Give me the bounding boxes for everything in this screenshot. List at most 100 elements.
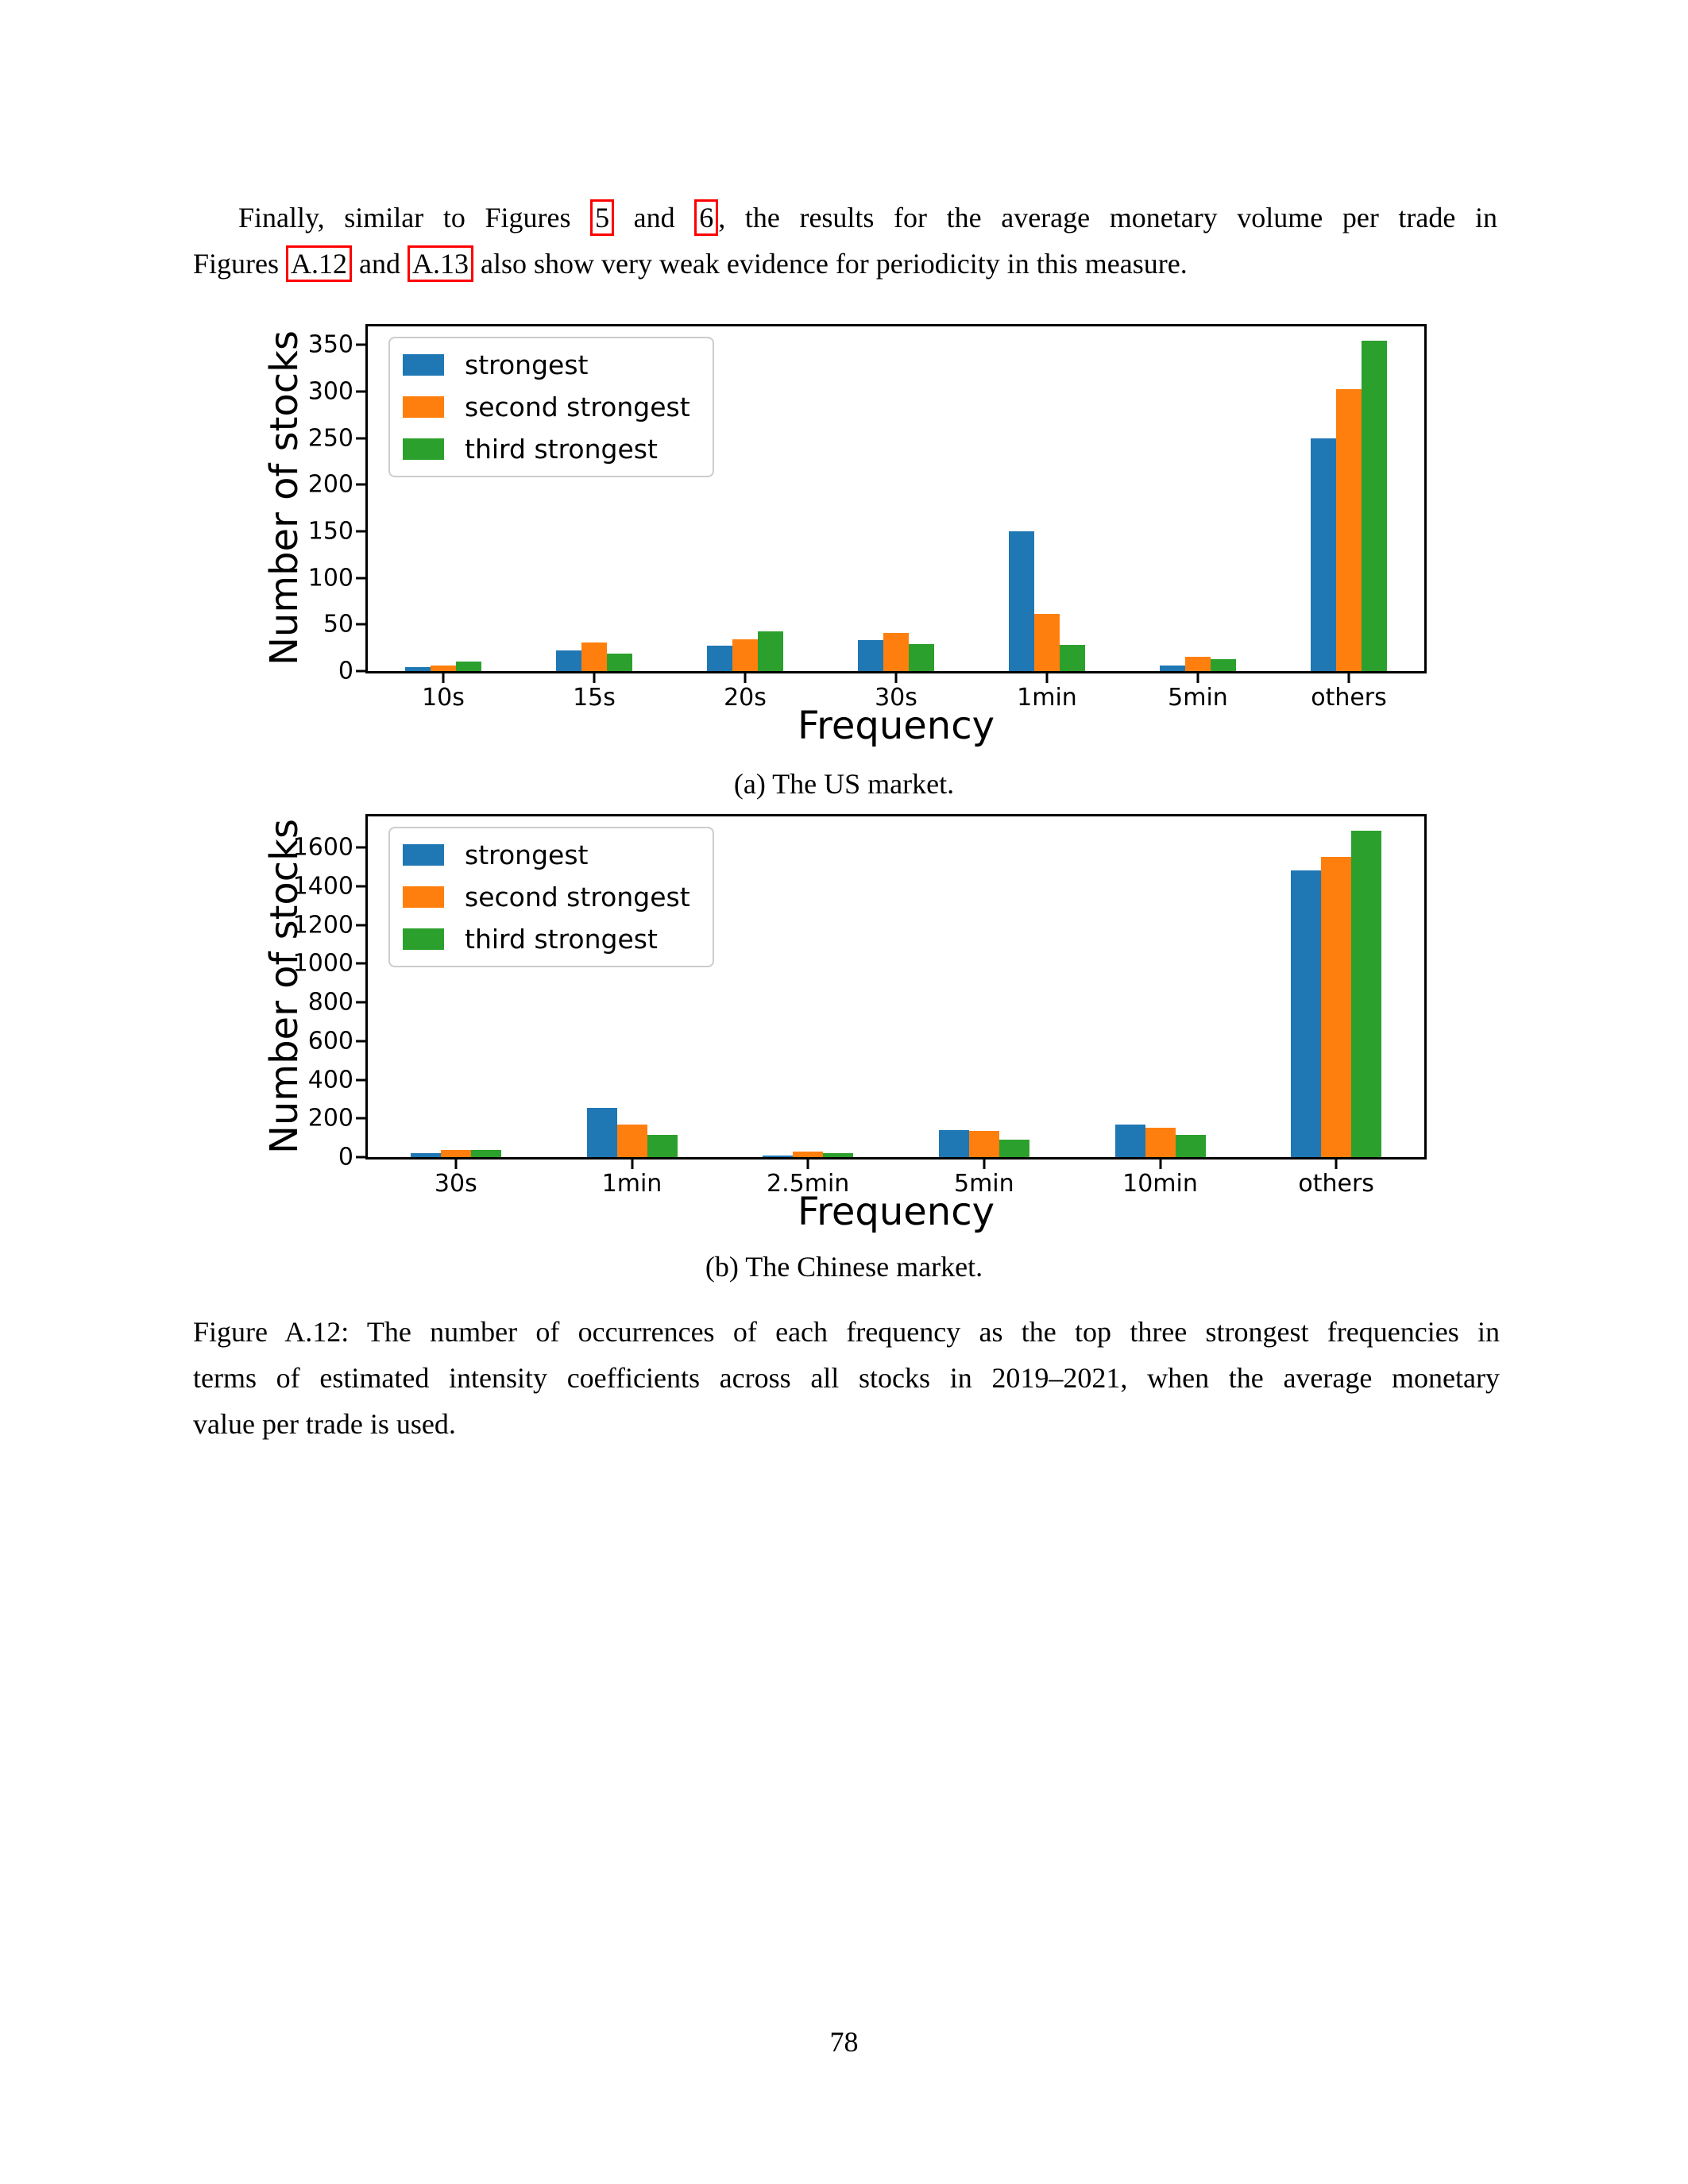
text-line: terms of estimated intensity coefficient…	[193, 1355, 1500, 1401]
legend-label: second strongest	[465, 392, 690, 423]
bar-chinese-market-1min-strongest	[586, 1107, 617, 1157]
y-tick-label: 300	[307, 377, 353, 406]
x-tick-mark	[1347, 673, 1350, 683]
y-axis-label-chinese: Number of stocks	[262, 819, 307, 1154]
x-tick-label: 20s	[724, 684, 767, 712]
y-tick-mark	[356, 577, 365, 580]
legend-label: strongest	[465, 839, 589, 870]
y-tick-mark	[356, 1117, 365, 1120]
bar-chinese-market-10min-strongest	[1114, 1124, 1145, 1157]
text-line: value per trade is used.	[193, 1401, 1500, 1447]
y-tick-label: 350	[307, 330, 353, 359]
bar-chinese-market-2.5min-second-strongest	[793, 1152, 824, 1157]
y-tick-label: 150	[307, 517, 353, 546]
y-tick-mark	[356, 483, 365, 486]
x-tick-mark	[983, 1160, 986, 1169]
x-tick-mark	[806, 1160, 809, 1169]
figure-ref-link-A.13[interactable]: A.13	[407, 245, 473, 282]
figure-ref-link-A.12[interactable]: A.12	[286, 245, 352, 282]
text-segment: value per trade is used.	[193, 1408, 456, 1440]
bar-us-market-1min-third-strongest	[1060, 645, 1085, 671]
y-tick-label: 200	[307, 470, 353, 499]
x-tick-mark	[1196, 673, 1199, 683]
x-axis-label-us: Frequency	[798, 704, 995, 748]
bar-chinese-market-others-third-strongest	[1351, 830, 1382, 1157]
x-tick-mark	[631, 1160, 633, 1169]
text-segment: terms of estimated intensity coefficient…	[193, 1362, 1500, 1394]
text-line: Figures A.12 and A.13 also show very wea…	[193, 241, 1497, 287]
figure-ref-link-5[interactable]: 5	[590, 199, 615, 236]
legend-swatch-third-strongest	[403, 928, 444, 950]
y-tick-mark	[356, 437, 365, 440]
text-segment: and	[614, 202, 695, 233]
bar-us-market-20s-third-strongest	[758, 631, 783, 671]
bar-us-market-30s-second-strongest	[883, 632, 909, 671]
bar-chinese-market-5min-third-strongest	[999, 1139, 1029, 1157]
x-tick-label: 1min	[1017, 684, 1077, 712]
bar-chinese-market-5min-second-strongest	[968, 1130, 999, 1157]
y-tick-mark	[356, 924, 365, 926]
legend-item: third strongest	[403, 924, 690, 955]
bar-chinese-market-2.5min-strongest	[763, 1155, 794, 1157]
bar-us-market-10s-third-strongest	[456, 662, 481, 671]
bar-chinese-market-30s-strongest	[410, 1153, 441, 1157]
x-tick-label: 15s	[573, 684, 616, 712]
bar-chinese-market-5min-strongest	[938, 1129, 969, 1157]
y-tick-mark	[356, 623, 365, 626]
legend-item: second strongest	[403, 882, 690, 913]
legend-swatch-strongest	[403, 844, 444, 866]
y-axis-label-us: Number of stocks	[262, 330, 307, 666]
bar-us-market-10s-second-strongest	[431, 665, 456, 671]
figure-ref-link-6[interactable]: 6	[694, 199, 719, 236]
bar-chinese-market-2.5min-third-strongest	[823, 1153, 854, 1157]
bar-us-market-5min-second-strongest	[1185, 657, 1211, 671]
legend-label: third strongest	[465, 924, 658, 955]
y-tick-mark	[356, 669, 365, 673]
legend-swatch-second-strongest	[403, 396, 444, 418]
y-tick-mark	[356, 1001, 365, 1004]
text-segment: Figure A.12: The number of occurrences o…	[193, 1316, 1500, 1348]
bar-us-market-30s-strongest	[858, 640, 883, 671]
bar-us-market-others-third-strongest	[1362, 340, 1387, 671]
y-tick-label: 800	[307, 988, 353, 1017]
bar-chinese-market-others-strongest	[1291, 870, 1322, 1157]
text-segment: also show very weak evidence for periodi…	[473, 248, 1188, 280]
text-line: Finally, similar to Figures 5 and 6, the…	[193, 195, 1497, 241]
x-tick-label: others	[1311, 684, 1387, 712]
y-tick-mark	[356, 343, 365, 346]
legend-item: strongest	[403, 839, 690, 870]
y-tick-mark	[356, 962, 365, 965]
bar-us-market-15s-strongest	[556, 650, 581, 671]
y-tick-label: 1200	[292, 911, 353, 939]
y-tick-label: 1600	[292, 833, 353, 862]
bar-us-market-15s-third-strongest	[607, 653, 632, 671]
bar-us-market-10s-strongest	[405, 667, 431, 671]
y-tick-label: 200	[307, 1104, 353, 1133]
text-segment: , the results for the average monetary v…	[718, 202, 1497, 233]
x-tick-label: 5min	[1168, 684, 1228, 712]
y-tick-mark	[356, 846, 365, 849]
y-tick-label: 1400	[292, 872, 353, 901]
x-tick-label: others	[1298, 1170, 1374, 1198]
x-tick-mark	[454, 1160, 458, 1169]
x-tick-label: 2.5min	[767, 1170, 850, 1198]
x-tick-mark	[1045, 673, 1049, 683]
y-tick-label: 400	[307, 1066, 353, 1094]
legend-label: strongest	[465, 349, 589, 380]
bar-us-market-5min-strongest	[1160, 665, 1185, 671]
x-tick-label: 10min	[1122, 1170, 1198, 1198]
x-axis-label-chinese: Frequency	[798, 1190, 995, 1234]
x-tick-label: 1min	[601, 1170, 662, 1198]
figure-caption: Figure A.12: The number of occurrences o…	[193, 1309, 1500, 1447]
bar-us-market-5min-third-strongest	[1211, 658, 1236, 671]
y-tick-label: 250	[307, 424, 353, 453]
x-tick-mark	[1335, 1160, 1338, 1169]
y-tick-mark	[356, 1156, 365, 1159]
text-line: Figure A.12: The number of occurrences o…	[193, 1309, 1500, 1355]
legend-item: strongest	[403, 349, 690, 380]
y-tick-label: 0	[338, 1143, 353, 1171]
bar-chinese-market-1min-third-strongest	[647, 1134, 678, 1157]
chinese-market-chart: 0 200 400 600 800 1000 1200 1400 1600 30s 1min 2.5m…	[293, 814, 1427, 1198]
x-tick-label: 30s	[434, 1170, 477, 1198]
